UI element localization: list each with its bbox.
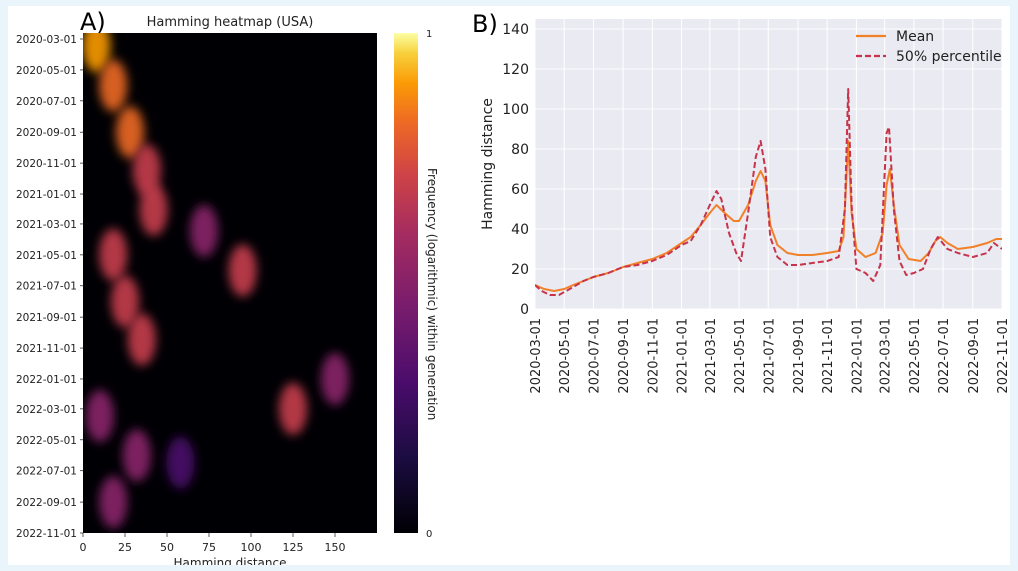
heatmap-hotspot bbox=[321, 353, 349, 405]
line-x-tick-label: 2022-09-01 bbox=[967, 318, 982, 394]
heatmap-x-tick-label: 150 bbox=[325, 541, 346, 554]
legend-mean-label: Mean bbox=[896, 29, 934, 45]
heatmap-title: Hamming heatmap (USA) bbox=[147, 15, 314, 30]
heatmap-hotspot bbox=[99, 476, 128, 529]
line-x-tick-label: 2021-07-01 bbox=[762, 318, 777, 394]
panel-a-letter: A) bbox=[80, 8, 106, 36]
heatmap-x-tick-label: 0 bbox=[80, 541, 87, 554]
line-x-tick-label: 2022-03-01 bbox=[879, 318, 894, 394]
line-x-tick-label: 2022-05-01 bbox=[908, 318, 923, 394]
line-x-tick-label: 2021-11-01 bbox=[821, 318, 836, 394]
heatmap-hotspot bbox=[127, 313, 156, 366]
heatmap-hotspot bbox=[166, 436, 195, 489]
heatmap-y-tick-label: 2020-05-01 bbox=[16, 65, 77, 77]
heatmap-hotspot bbox=[99, 59, 128, 112]
heatmap-y-tick-label: 2020-11-01 bbox=[16, 158, 77, 170]
heatmap-y-tick-label: 2020-07-01 bbox=[16, 96, 77, 108]
heatmap-x-tick-label: 75 bbox=[202, 541, 216, 554]
heatmap-y-tick-label: 2020-09-01 bbox=[16, 127, 77, 139]
line-y-axis-label: Hamming distance bbox=[480, 98, 496, 230]
line-x-ticks: 2020-03-01 2020-05-01 2020-07-01 2020-09-01… bbox=[529, 318, 1011, 394]
heatmap-hotspot bbox=[83, 33, 111, 73]
panel-a: A) Hamming heatmap (USA) 2020-03-012020-… bbox=[16, 8, 439, 570]
line-y-tick-label: 60 bbox=[511, 182, 529, 198]
heatmap-y-tick-label: 2022-07-01 bbox=[16, 466, 77, 478]
heatmap-hotspot bbox=[116, 106, 144, 159]
line-y-tick-label: 100 bbox=[502, 102, 529, 118]
figure-svg: A) Hamming heatmap (USA) 2020-03-012020-… bbox=[16, 8, 1011, 570]
line-x-tick-label: 2021-05-01 bbox=[733, 318, 748, 394]
heatmap-x-tick-label: 125 bbox=[283, 541, 304, 554]
heatmap-y-tick-label: 2021-01-01 bbox=[16, 189, 77, 201]
heatmap-y-tick-label: 2022-03-01 bbox=[16, 404, 77, 416]
line-x-tick-label: 2022-11-01 bbox=[996, 318, 1010, 394]
heatmap-hotspot bbox=[279, 382, 307, 435]
line-y-tick-label: 40 bbox=[511, 222, 529, 238]
heatmap-x-tick-label: 25 bbox=[118, 541, 132, 554]
heatmap-x-tick-label: 100 bbox=[241, 541, 262, 554]
heatmap-y-tick-label: 2021-03-01 bbox=[16, 219, 77, 231]
line-x-tick-label: 2020-05-01 bbox=[558, 318, 573, 394]
colorbar bbox=[394, 33, 418, 533]
heatmap-y-tick-label: 2022-11-01 bbox=[16, 528, 77, 540]
line-x-tick-label: 2022-07-01 bbox=[937, 318, 952, 394]
heatmap-cells bbox=[83, 33, 349, 529]
series-median-line bbox=[535, 88, 1002, 296]
heatmap-y-tick-label: 2021-11-01 bbox=[16, 343, 77, 355]
line-x-tick-label: 2020-11-01 bbox=[646, 318, 661, 394]
line-x-tick-label: 2020-03-01 bbox=[529, 318, 544, 394]
heatmap-y-tick-label: 2022-01-01 bbox=[16, 374, 77, 386]
line-y-tick-label: 20 bbox=[511, 262, 529, 278]
line-grid bbox=[534, 19, 1003, 310]
heatmap-hotspot bbox=[99, 228, 128, 281]
heatmap-hotspot bbox=[132, 144, 161, 197]
heatmap-hotspot bbox=[122, 429, 151, 482]
line-x-tick-label: 2020-07-01 bbox=[587, 318, 602, 394]
heatmap-hotspot bbox=[111, 275, 139, 328]
line-x-tick-label: 2021-09-01 bbox=[792, 318, 807, 394]
colorbar-tick-min: 0 bbox=[426, 529, 432, 540]
legend: Mean 50% percentile bbox=[856, 29, 1002, 65]
line-y-tick-label: 140 bbox=[502, 22, 529, 38]
figure: A) Hamming heatmap (USA) 2020-03-01 2020-… bbox=[8, 6, 1011, 570]
heatmap-x-ticks: 0 25 50 75 100 125 150 bbox=[80, 533, 346, 554]
panel-b: B) 0 20 40 60 80 100 120 140 2020-03-01 2020-05-… bbox=[472, 10, 1011, 394]
line-x-tick-label: 2022-01-01 bbox=[850, 318, 865, 394]
colorbar-label: Frequency (logarithmic) within generatio… bbox=[425, 168, 439, 420]
line-x-tick-label: 2020-09-01 bbox=[617, 318, 632, 394]
heatmap-y-ticks: 2020-03-01 2020-05-01 2020-07-01 2020-09-01… bbox=[16, 34, 83, 540]
line-series bbox=[535, 88, 1002, 296]
heatmap-y-tick-label: 2021-07-01 bbox=[16, 281, 77, 293]
series-mean-line bbox=[535, 140, 1002, 292]
line-y-tick-label: 0 bbox=[520, 302, 529, 318]
heatmap-y-tick-label: 2022-05-01 bbox=[16, 435, 77, 447]
heatmap-x-tick-label: 50 bbox=[160, 541, 174, 554]
heatmap-x-axis-label: Hamming distance bbox=[174, 556, 287, 565]
heatmap-y-tick-label: 2020-03-01 bbox=[16, 34, 77, 46]
line-x-tick-label: 2021-03-01 bbox=[704, 318, 719, 394]
colorbar-tick-max: 1 bbox=[426, 29, 432, 40]
heatmap-y-tick-label: 2021-09-01 bbox=[16, 312, 77, 324]
heatmap-y-tick-label: 2022-09-01 bbox=[16, 497, 77, 509]
panel-b-letter: B) bbox=[472, 10, 498, 38]
legend-median-label: 50% percentile bbox=[896, 49, 1002, 65]
heatmap-hotspot bbox=[85, 390, 114, 442]
heatmap-hotspot bbox=[190, 205, 218, 257]
line-x-tick-label: 2021-01-01 bbox=[676, 318, 691, 394]
heatmap-y-tick-label: 2021-05-01 bbox=[16, 250, 77, 262]
line-y-tick-label: 120 bbox=[502, 62, 529, 78]
heatmap-hotspot bbox=[228, 244, 257, 297]
line-y-ticks: 0 20 40 60 80 100 120 140 bbox=[502, 22, 529, 318]
heatmap-hotspot bbox=[139, 183, 168, 236]
line-y-tick-label: 80 bbox=[511, 142, 529, 158]
